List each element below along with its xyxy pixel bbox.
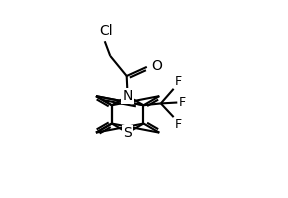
Text: O: O <box>151 59 162 73</box>
Text: F: F <box>175 118 182 131</box>
Text: F: F <box>178 96 185 109</box>
Text: N: N <box>122 89 133 103</box>
Text: F: F <box>175 75 182 88</box>
Text: Cl: Cl <box>99 24 113 38</box>
Text: S: S <box>123 126 132 140</box>
